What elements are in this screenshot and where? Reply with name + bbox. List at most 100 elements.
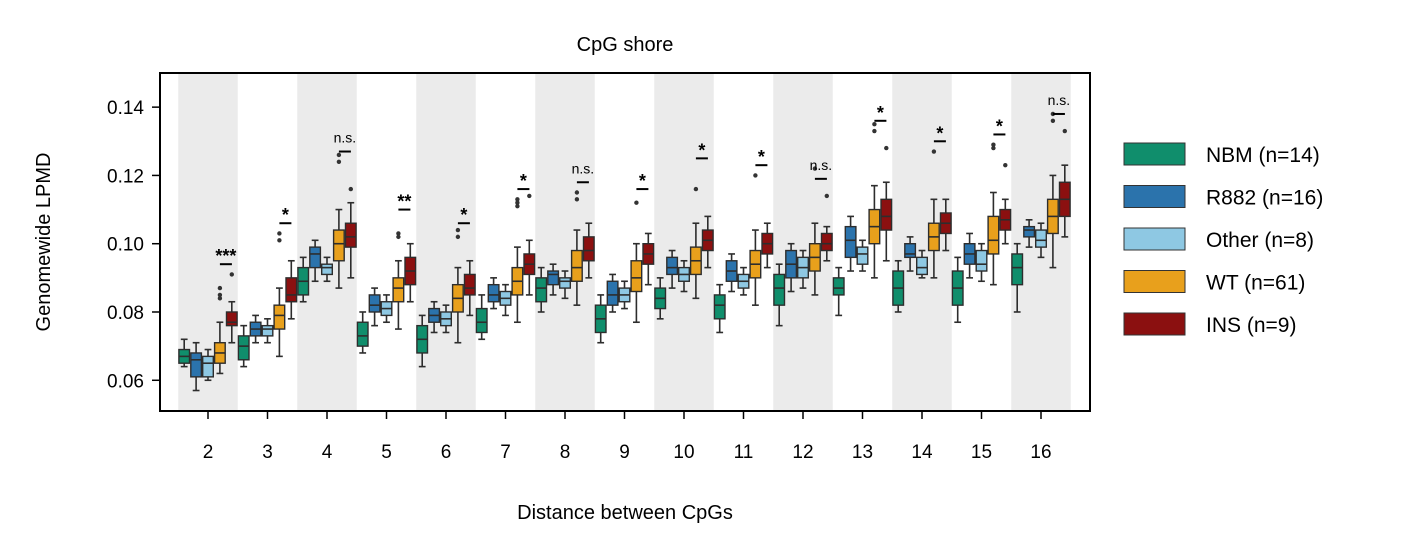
outlier-point — [872, 122, 877, 127]
x-tick-label: 6 — [441, 442, 452, 463]
box-nbm — [1011, 242, 1024, 313]
box — [225, 311, 238, 327]
box-wt — [570, 190, 583, 306]
x-tick-label: 8 — [560, 442, 571, 463]
box-nbm — [475, 294, 488, 341]
outlier-point — [396, 234, 401, 240]
box-ins — [404, 242, 417, 303]
outlier-point — [336, 152, 342, 158]
box — [547, 270, 560, 286]
legend-swatch — [1123, 312, 1186, 336]
outlier-point — [753, 173, 758, 178]
chart-title: CpG shore — [577, 34, 674, 56]
box-r882 — [725, 253, 738, 293]
outlier-point — [693, 186, 699, 192]
box-nbm — [178, 338, 191, 368]
y-tick-label: 0.12 — [107, 166, 144, 187]
box — [559, 277, 572, 289]
outlier-point — [277, 231, 282, 236]
box — [487, 283, 500, 303]
box-other — [499, 283, 512, 317]
box-r882 — [844, 215, 857, 272]
box — [321, 263, 334, 276]
x-tick-label: 2 — [203, 442, 214, 463]
background-band — [892, 73, 952, 411]
x-tick-label: 13 — [852, 442, 873, 463]
box-other — [916, 249, 929, 279]
box-wt — [808, 166, 821, 296]
x-tick-label: 4 — [322, 442, 333, 463]
box — [535, 277, 548, 303]
box-ins — [225, 272, 238, 344]
box — [190, 352, 203, 378]
outlier-point — [991, 145, 996, 151]
box-wt — [332, 152, 345, 289]
box-ins — [999, 162, 1012, 245]
y-axis: 0.06 0.08 0.10 0.12 0.14 — [107, 98, 160, 392]
x-tick-label: 11 — [734, 442, 754, 463]
box-other — [321, 256, 334, 283]
outlier-point — [991, 142, 996, 147]
box — [285, 277, 298, 303]
box — [820, 232, 833, 252]
legend-swatch — [1123, 270, 1186, 293]
x-tick-label: 10 — [673, 442, 694, 463]
box-nbm — [237, 324, 250, 368]
box-ins — [761, 222, 774, 269]
significance-label: * — [282, 205, 289, 225]
outlier-point — [515, 203, 520, 209]
box — [368, 294, 381, 313]
significance-label: * — [520, 171, 527, 191]
box-nbm — [713, 283, 726, 334]
box-other — [440, 304, 453, 334]
outlier-point — [455, 234, 461, 240]
box — [356, 321, 369, 347]
box — [582, 236, 595, 262]
legend-label: INS (n=9) — [1206, 314, 1296, 337]
box-ins — [285, 259, 298, 320]
box-r882 — [428, 300, 441, 334]
significance-label: n.s. — [1048, 92, 1071, 108]
box-nbm — [535, 266, 548, 313]
box — [713, 294, 726, 320]
box-ins — [820, 193, 833, 262]
box-ins — [1058, 128, 1071, 238]
outlier-point — [217, 285, 223, 291]
box-nbm — [356, 311, 369, 354]
box-wt — [451, 227, 464, 344]
significance-label: * — [460, 205, 467, 225]
box-wt — [987, 142, 1000, 286]
outlier-point — [348, 186, 353, 192]
y-tick-label: 0.14 — [107, 98, 144, 119]
box — [1023, 225, 1036, 238]
box-other — [1034, 222, 1047, 259]
legend-label: Other (n=8) — [1206, 229, 1314, 252]
legend-swatch — [1123, 185, 1186, 208]
box — [475, 307, 488, 334]
legend-label: WT (n=61) — [1206, 272, 1305, 295]
outlier-point — [515, 200, 520, 205]
significance-label: * — [698, 140, 705, 160]
significance-label: *** — [215, 246, 236, 266]
box — [344, 222, 357, 248]
x-tick-label: 9 — [619, 442, 630, 463]
box-nbm — [832, 266, 845, 317]
box-nbm — [951, 256, 964, 324]
x-tick-label: 14 — [911, 442, 933, 463]
box — [201, 355, 214, 378]
box — [880, 198, 893, 231]
outlier-point — [277, 238, 282, 243]
box-nbm — [416, 314, 429, 368]
box-wt — [749, 173, 762, 306]
box-ins — [344, 186, 357, 279]
outlier-point — [1062, 128, 1068, 134]
box-r882 — [547, 263, 560, 296]
box — [463, 273, 476, 296]
background-band — [416, 73, 476, 411]
box — [392, 277, 405, 303]
box-wt — [511, 197, 524, 324]
box-other — [797, 249, 810, 289]
y-tick-label: 0.06 — [107, 371, 144, 392]
outlier-point — [217, 292, 223, 298]
significance-label: * — [639, 171, 646, 191]
